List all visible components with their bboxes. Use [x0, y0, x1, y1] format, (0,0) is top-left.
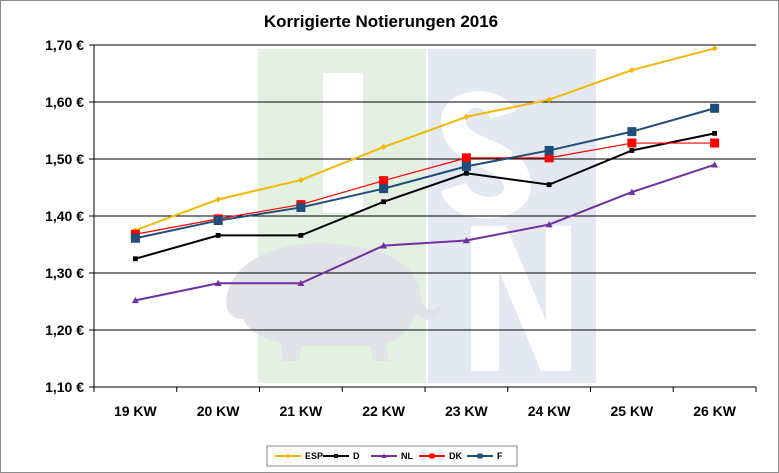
x-tick-label: 22 KW: [362, 403, 406, 419]
series-line-dk: [135, 142, 715, 235]
legend: ESP D NL DK F: [266, 445, 518, 467]
data-point-dk: [627, 138, 637, 148]
legend-label: D: [353, 451, 360, 461]
y-tick-label: 1,20 €: [45, 322, 84, 338]
data-point-f: [544, 145, 554, 155]
series-f: [130, 103, 720, 243]
data-point-dk: [710, 138, 720, 148]
data-point-d: [298, 232, 304, 238]
x-tick-label: 21 KW: [279, 403, 323, 419]
data-point-dk: [461, 153, 471, 163]
data-point-f: [296, 202, 306, 212]
data-point-esp: [711, 45, 718, 52]
x-axis-ticks: 19 KW 20 KW 21 KW 22 KW 23 KW 24 KW 25 KW 26 KW: [93, 387, 757, 419]
data-point-esp: [297, 177, 304, 184]
data-point-nl: [297, 279, 305, 287]
series-nl: [131, 161, 719, 304]
data-point-d: [629, 148, 635, 153]
legend-label: NL: [401, 451, 413, 461]
data-point-nl: [380, 242, 388, 249]
data-point-d: [132, 256, 138, 262]
legend-item-nl: NL: [371, 451, 413, 461]
data-point-f: [213, 216, 223, 226]
y-tick-label: 1,70 €: [45, 37, 84, 53]
chart-title: Korrigierte Notierungen 2016: [264, 12, 498, 31]
legend-item-dk: DK: [419, 451, 462, 461]
y-tick-label: 1,40 €: [45, 208, 84, 224]
x-tick-label: 24 KW: [528, 403, 572, 419]
legend-item-esp: ESP: [275, 451, 323, 461]
data-point-nl: [545, 221, 553, 228]
series-d: [132, 130, 718, 262]
legend-item-d: D: [323, 451, 360, 461]
data-point-nl: [628, 188, 636, 195]
data-point-f: [379, 184, 389, 194]
data-point-f: [627, 127, 637, 137]
data-point-dk: [544, 153, 554, 163]
data-point-nl: [214, 279, 222, 287]
data-point-esp: [628, 67, 635, 74]
x-tick-label: 23 KW: [445, 403, 489, 419]
y-tick-label: 1,60 €: [45, 94, 84, 110]
legend-label: ESP: [305, 451, 323, 461]
data-point-d: [712, 130, 718, 136]
y-tick-label: 1,50 €: [45, 151, 84, 167]
data-point-f: [130, 233, 140, 243]
y-tick-label: 1,10 €: [45, 379, 84, 395]
data-point-nl: [462, 237, 470, 244]
data-point-dk: [379, 176, 389, 186]
legend-marker: [381, 453, 387, 458]
data-point-d: [215, 232, 221, 238]
legend-label: F: [497, 451, 503, 461]
data-point-d: [546, 182, 552, 188]
legend-marker: [477, 453, 483, 459]
x-tick-label: 19 KW: [114, 403, 158, 419]
data-point-nl: [131, 296, 139, 304]
data-point-esp: [215, 196, 222, 203]
data-point-d: [463, 170, 469, 176]
y-axis-ticks: 1,10 € 1,20 € 1,30 € 1,40 € 1,50 € 1,60 € 1,70…: [45, 37, 94, 395]
data-point-d: [381, 199, 387, 205]
data-point-esp: [380, 144, 387, 151]
data-point-f: [461, 161, 471, 171]
legend-marker: [285, 453, 291, 459]
x-tick-label: 20 KW: [197, 403, 241, 419]
x-tick-label: 25 KW: [610, 403, 654, 419]
legend-marker: [334, 454, 338, 458]
series-line-d: [135, 132, 715, 260]
y-tick-label: 1,30 €: [45, 265, 84, 281]
legend-marker: [429, 453, 435, 459]
series-line-f: [135, 107, 715, 240]
data-point-nl: [711, 161, 719, 168]
data-point-esp: [546, 96, 553, 103]
series-line-esp: [135, 47, 715, 232]
data-point-esp: [463, 113, 470, 120]
x-tick-label: 26 KW: [693, 403, 737, 419]
legend-item-f: F: [467, 451, 503, 461]
series-group: [130, 45, 720, 304]
data-point-f: [710, 103, 720, 113]
legend-label: DK: [449, 451, 462, 461]
series-line-nl: [135, 163, 715, 302]
